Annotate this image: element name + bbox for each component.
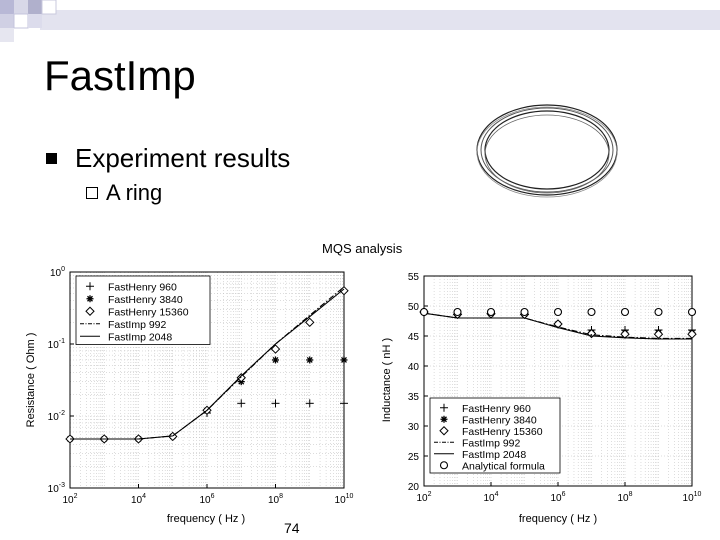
- data-point: [305, 317, 315, 328]
- x-axis-label: frequency ( Hz ): [167, 513, 245, 525]
- legend-swatch: [440, 403, 448, 412]
- legend-entry: FastHenry 15360: [108, 306, 189, 318]
- data-point: [340, 356, 348, 364]
- y-tick-label: 55: [408, 272, 420, 283]
- y-tick-label: 35: [408, 392, 420, 403]
- data-point: [620, 307, 630, 317]
- bullet-a-ring: A ring: [86, 180, 162, 206]
- data-point: [486, 307, 496, 317]
- square-bullet-icon: [46, 153, 57, 164]
- data-point: [237, 399, 246, 408]
- mqs-analysis-label: MQS analysis: [322, 241, 403, 256]
- y-tick-label: 10-2: [48, 410, 65, 423]
- x-tick-label: 1010: [683, 491, 702, 504]
- data-point: [520, 307, 529, 317]
- data-point: [453, 307, 462, 317]
- data-point: [687, 307, 697, 317]
- y-axis-label: Inductance ( nH ): [381, 338, 393, 422]
- data-point: [271, 399, 280, 408]
- legend-box: [429, 397, 561, 474]
- legend-swatch: [86, 282, 94, 291]
- series-line: [423, 312, 692, 340]
- data-point: [305, 399, 314, 408]
- slide-title: FastImp: [44, 52, 196, 99]
- x-tick-label: 108: [268, 493, 283, 506]
- y-tick-label: 25: [408, 452, 420, 463]
- legend-entry: FastHenry 3840: [462, 414, 537, 426]
- checkbox-bullet-icon: [86, 187, 98, 199]
- y-tick-label: 10-1: [48, 338, 65, 351]
- header-decoration: [0, 0, 720, 42]
- legend-entry: FastHenry 960: [108, 281, 177, 293]
- resistance-chart: 102 104 106 108 1010 100 10-1 10-2 10-3 FastHenr…: [25, 266, 354, 525]
- y-tick-label: 30: [408, 422, 420, 433]
- bullet1-text: Experiment results: [75, 143, 291, 173]
- legend-entry: FastImp 992: [462, 437, 521, 449]
- series-line: [423, 312, 692, 339]
- y-axis-label: Resistance ( Ohm ): [25, 333, 37, 428]
- data-point: [687, 329, 697, 339]
- legend-swatch: [85, 306, 95, 316]
- legend-swatch: [439, 426, 449, 436]
- x-tick-label: 108: [617, 491, 632, 504]
- legend-entry: FastHenry 3840: [108, 294, 183, 306]
- x-tick-label: 104: [131, 493, 146, 506]
- x-tick-label: 106: [550, 491, 565, 504]
- legend-entry: FastImp 2048: [108, 331, 172, 343]
- data-point: [653, 329, 664, 339]
- y-tick-label: 20: [408, 482, 420, 493]
- y-tick-label: 50: [408, 302, 420, 313]
- legend-entry: FastHenry 960: [462, 403, 531, 415]
- y-tick-label: 100: [50, 266, 65, 279]
- series-line: [70, 288, 345, 440]
- data-point: [587, 307, 596, 317]
- data-point: [654, 307, 663, 317]
- y-tick-label: 45: [408, 332, 420, 343]
- data-point: [272, 356, 279, 364]
- x-tick-label: 106: [199, 493, 214, 506]
- data-point: [419, 307, 429, 317]
- page-number: 74: [284, 520, 300, 536]
- data-point: [306, 356, 314, 364]
- data-point: [270, 344, 281, 354]
- inductance-chart: 102 104 106 108 1010 20 25 30 35 40 45 50 55 FastHen…: [381, 272, 702, 525]
- legend-swatch: [86, 295, 94, 303]
- x-tick-label: 102: [62, 493, 77, 506]
- data-point: [340, 399, 348, 408]
- legend-swatch: [440, 415, 448, 423]
- ring-image: [476, 104, 618, 198]
- bullet-experiment-results: Experiment results: [46, 143, 290, 174]
- y-tick-label: 40: [408, 362, 420, 373]
- data-point: [553, 307, 563, 317]
- legend-entry: FastImp 992: [108, 319, 167, 331]
- legend-swatch: [439, 461, 449, 470]
- y-tick-label: 10-3: [48, 482, 65, 495]
- legend-box: [75, 275, 211, 345]
- legend-entry: FastImp 2048: [462, 449, 526, 461]
- x-tick-label: 104: [483, 491, 498, 504]
- x-tick-label: 102: [416, 491, 431, 504]
- x-axis-label: frequency ( Hz ): [519, 513, 597, 525]
- legend-entry: Analytical formula: [462, 460, 545, 472]
- x-tick-label: 1010: [335, 493, 354, 506]
- data-point: [236, 373, 246, 383]
- bullet2-text: A ring: [106, 180, 163, 205]
- legend-entry: FastHenry 15360: [462, 426, 543, 438]
